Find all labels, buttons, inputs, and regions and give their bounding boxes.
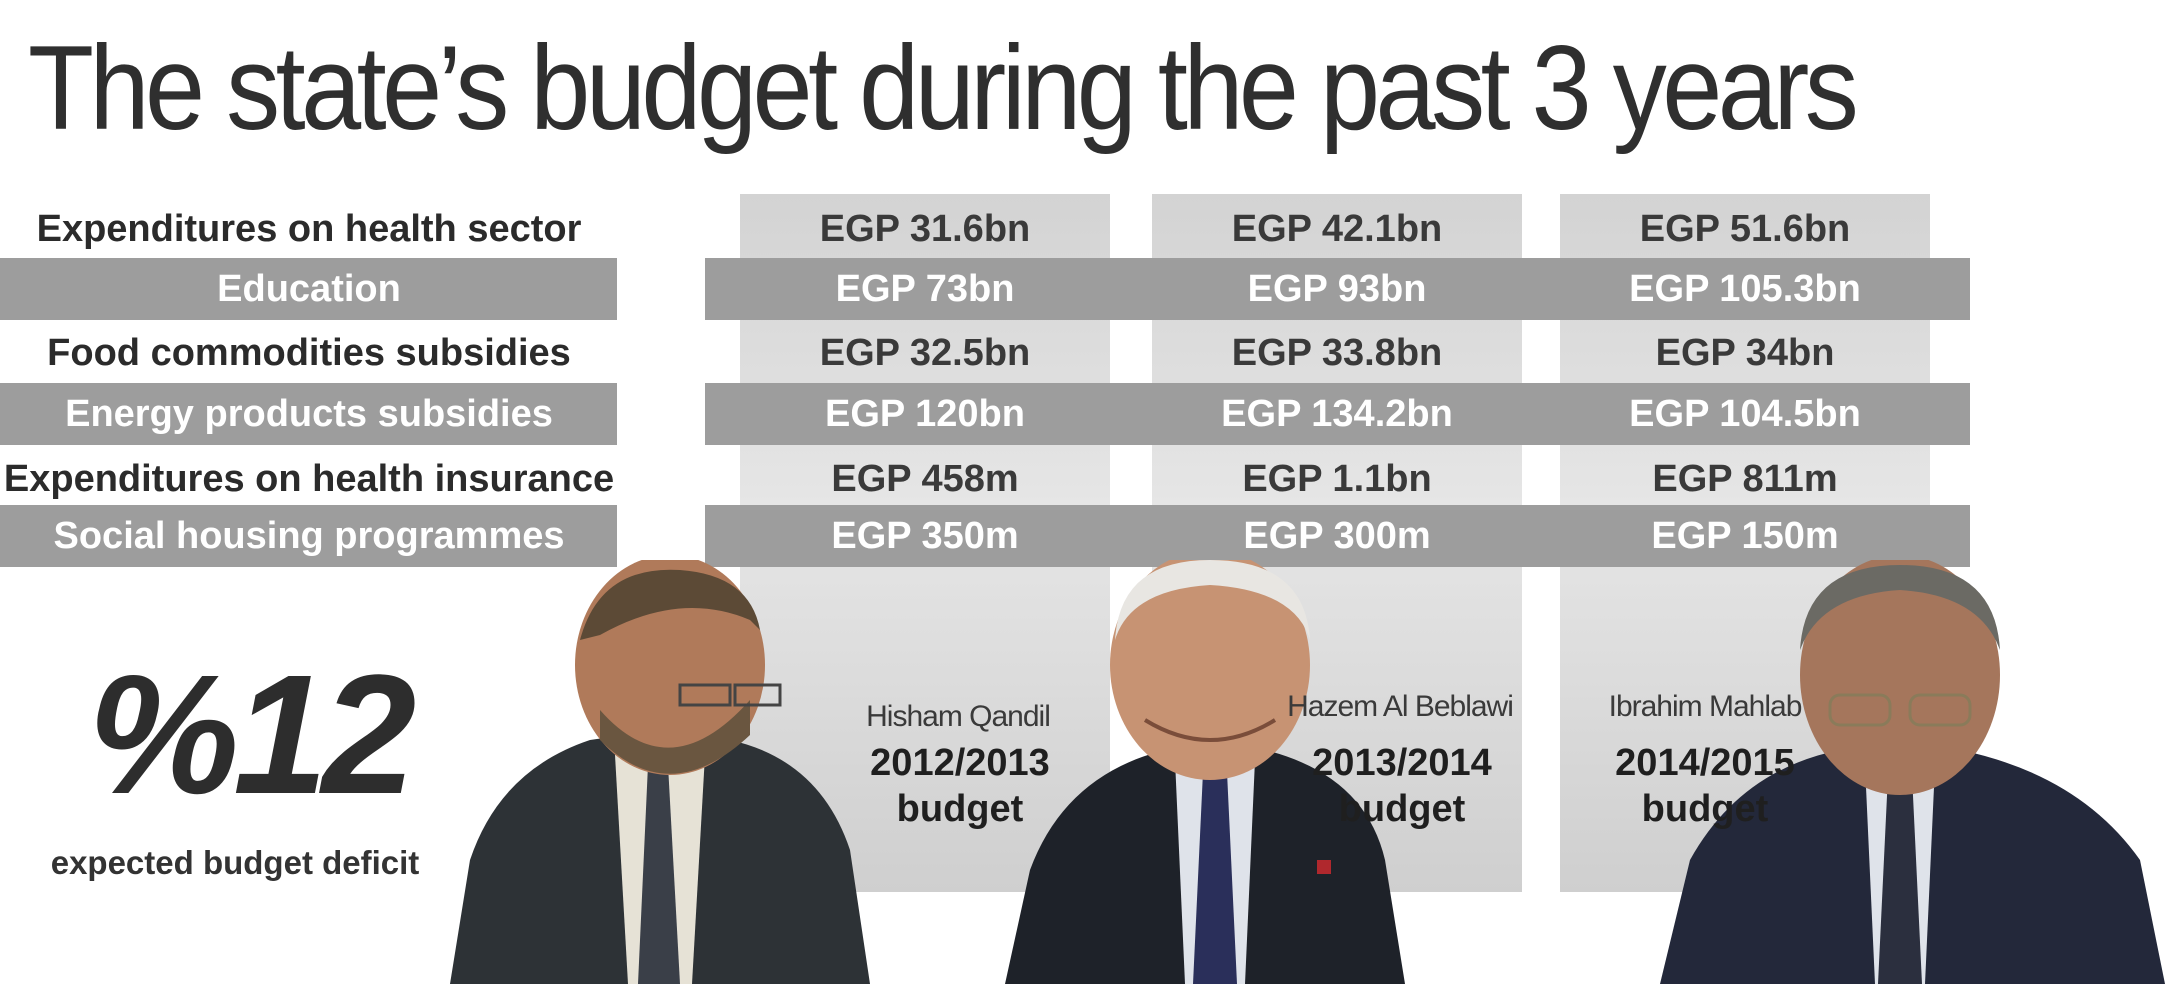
portrait-hazem-al-beblawi <box>1005 560 1405 984</box>
row-label-social-housing: Social housing programmes <box>53 515 565 557</box>
value-insurance-2013: EGP 1.1bn <box>1242 458 1432 500</box>
band-values-housing <box>705 505 1970 567</box>
value-food-2012: EGP 32.5bn <box>819 332 1031 374</box>
deficit-percentage: %12 <box>88 640 416 830</box>
band-label-housing <box>0 505 617 567</box>
pm-budget-label-beblawi: budget <box>1338 788 1466 830</box>
row-label-education: Education <box>217 268 401 310</box>
value-energy-2013: EGP 134.2bn <box>1221 393 1453 435</box>
pm-budget-label-qandil: budget <box>896 788 1024 830</box>
portrait-ibrahim-mahlab <box>1660 560 2165 984</box>
band-values-energy <box>705 383 1970 445</box>
value-education-2014: EGP 105.3bn <box>1629 268 1861 310</box>
value-education-2013: EGP 93bn <box>1247 268 1427 310</box>
pm-year-mahlab: 2014/2015 <box>1615 742 1795 784</box>
value-housing-2012: EGP 350m <box>831 515 1019 557</box>
row-label-health-insurance: Expenditures on health insurance <box>3 458 615 500</box>
deficit-label: expected budget deficit <box>50 844 420 881</box>
pm-budget-label-mahlab: budget <box>1641 788 1769 830</box>
value-insurance-2014: EGP 811m <box>1652 458 1838 500</box>
portrait-hisham-qandil <box>450 560 870 984</box>
row-label-energy-subsidies: Energy products subsidies <box>65 393 553 435</box>
value-food-2013: EGP 33.8bn <box>1231 332 1443 374</box>
value-housing-2014: EGP 150m <box>1651 515 1839 557</box>
value-health-sector-2014: EGP 51.6bn <box>1639 208 1851 250</box>
value-food-2014: EGP 34bn <box>1655 332 1835 374</box>
band-label-education <box>0 258 617 320</box>
value-housing-2013: EGP 300m <box>1243 515 1431 557</box>
value-energy-2012: EGP 120bn <box>825 393 1025 435</box>
value-education-2012: EGP 73bn <box>835 268 1015 310</box>
pm-year-qandil: 2012/2013 <box>870 742 1050 784</box>
page-title: The state’s budget during the past 3 yea… <box>28 21 1859 155</box>
row-label-food-subsidies: Food commodities subsidies <box>47 332 571 374</box>
band-values-education <box>705 258 1970 320</box>
pm-name-qandil: Hisham Qandil <box>866 700 1051 733</box>
pm-name-beblawi: Hazem Al Beblawi <box>1287 690 1514 723</box>
value-energy-2014: EGP 104.5bn <box>1629 393 1861 435</box>
value-health-sector-2012: EGP 31.6bn <box>819 208 1031 250</box>
pm-name-mahlab: Ibrahim Mahlab <box>1608 690 1803 723</box>
value-health-sector-2013: EGP 42.1bn <box>1231 208 1443 250</box>
row-label-health-sector: Expenditures on health sector <box>36 208 582 250</box>
band-label-energy <box>0 383 617 445</box>
value-insurance-2012: EGP 458m <box>831 458 1019 500</box>
pm-year-beblawi: 2013/2014 <box>1312 742 1492 784</box>
